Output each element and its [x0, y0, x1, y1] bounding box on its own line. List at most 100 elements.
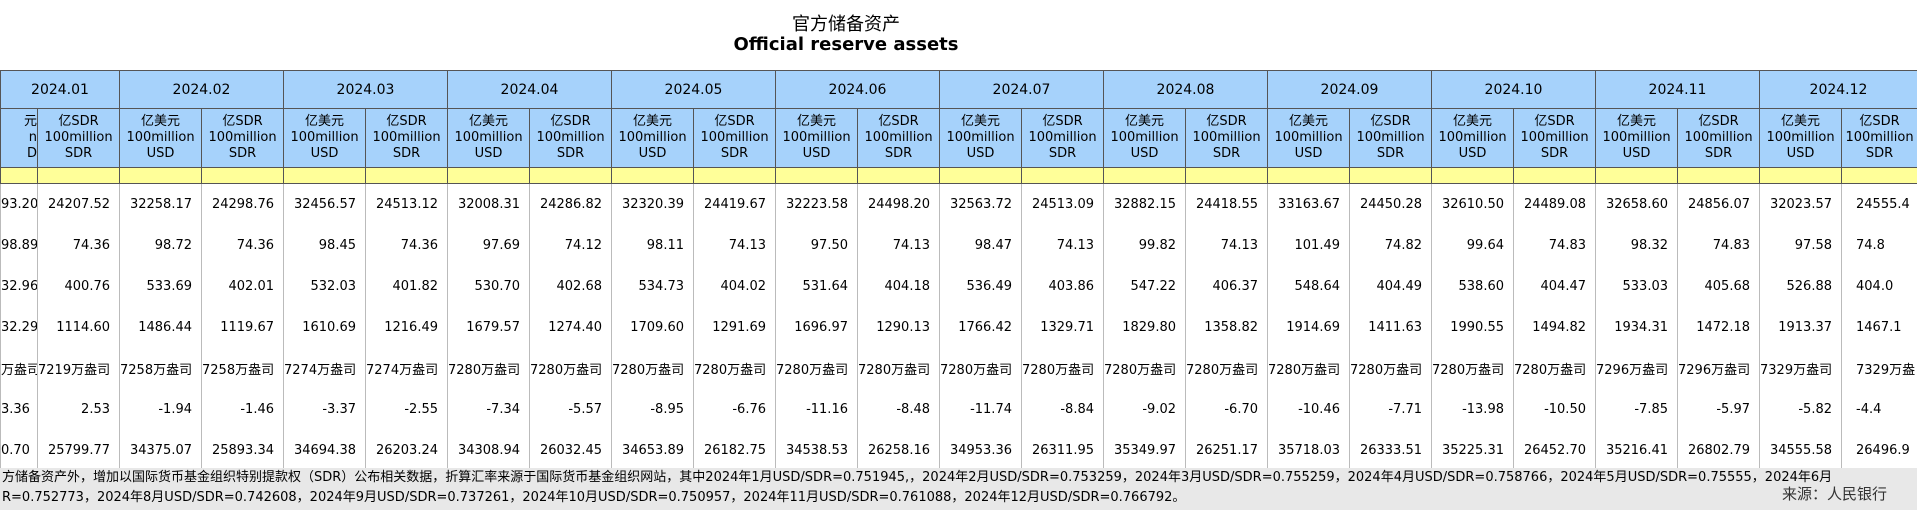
- data-cell: 74.36: [201, 225, 284, 266]
- data-row: 98.89 74.36 98.72 74.36 98.45 74.36 97.69 74.12…: [0, 225, 1917, 266]
- data-cell: 7329万盎司: [1759, 348, 1842, 389]
- data-cell: -5.97: [1677, 389, 1760, 430]
- data-cell: 7280万盎司: [939, 348, 1022, 389]
- unit-line: 100million: [700, 130, 769, 145]
- data-cell: 26251.17: [1185, 430, 1268, 471]
- note-line: R=0.752773，2024年8月USD/SDR=0.742608，2024年…: [2, 490, 1186, 505]
- unit-line: 100million: [454, 130, 523, 145]
- data-cell: 405.68: [1677, 266, 1760, 307]
- unit-line: 100million: [1028, 130, 1097, 145]
- spacer-cell: [447, 167, 530, 184]
- unit-line: SDR: [720, 146, 749, 161]
- data-cell: 1329.71: [1021, 307, 1104, 348]
- unit-line: 亿美元: [140, 114, 180, 129]
- unit-line: USD: [802, 146, 831, 161]
- data-cell: 33163.67: [1267, 183, 1350, 225]
- unit-line: 100million: [208, 130, 277, 145]
- unit-line: 亿SDR: [1042, 114, 1083, 129]
- data-cell: 34694.38: [283, 430, 366, 471]
- unit-line: 亿SDR: [1859, 114, 1900, 129]
- data-cell: 35718.03: [1267, 430, 1350, 471]
- spacer-cell: [857, 167, 940, 184]
- data-cell: 74.13: [1185, 225, 1268, 266]
- unit-line: 亿美元: [1124, 114, 1164, 129]
- data-cell: 7280万盎司: [1349, 348, 1432, 389]
- data-cell: 24419.67: [693, 183, 776, 225]
- data-cell: 74.13: [693, 225, 776, 266]
- data-cell: 1472.18: [1677, 307, 1760, 348]
- data-cell: 24856.07: [1677, 183, 1760, 225]
- data-cell: 533.69: [119, 266, 202, 307]
- unit-line: SDR: [1865, 146, 1894, 161]
- spacer-cell: [1677, 167, 1760, 184]
- data-cell: 98.11: [611, 225, 694, 266]
- data-cell: 7280万盎司: [611, 348, 694, 389]
- unit-line: 亿SDR: [58, 114, 99, 129]
- data-cell: 1486.44: [119, 307, 202, 348]
- data-cell: 7280万盎司: [857, 348, 940, 389]
- data-cell: 532.03: [283, 266, 366, 307]
- unit-header: 亿SDR 100million SDR: [1021, 108, 1104, 168]
- unit-line: USD: [966, 146, 995, 161]
- notes: 方储备资产外，增加以国际货币基金组织特别提款权（SDR）公布相关数据，折算汇率来…: [0, 468, 1917, 510]
- data-cell: 24489.08: [1513, 183, 1596, 225]
- unit-line: 亿美元: [796, 114, 836, 129]
- unit-line: 亿SDR: [1206, 114, 1247, 129]
- unit-line: SDR: [884, 146, 913, 161]
- data-cell: 24555.4: [1841, 183, 1917, 225]
- data-cell: 26258.16: [857, 430, 940, 471]
- data-cell: 400.76: [37, 266, 120, 307]
- source: 来源：人民银行: [1781, 484, 1887, 504]
- unit-header: 亿美元 100million USD: [447, 108, 530, 168]
- data-cell: -7.71: [1349, 389, 1432, 430]
- month-header: 2024.12: [1759, 70, 1917, 109]
- data-cell: -6.70: [1185, 389, 1268, 430]
- data-cell: 32610.50: [1431, 183, 1514, 225]
- data-cell: 35216.41: [1595, 430, 1678, 471]
- data-cell: 34653.89: [611, 430, 694, 471]
- unit-header: 亿SDR 100million SDR: [529, 108, 612, 168]
- unit-line: 100million: [1110, 130, 1179, 145]
- unit-line: SDR: [392, 146, 421, 161]
- unit-line: USD: [638, 146, 667, 161]
- unit-line: 亿SDR: [386, 114, 427, 129]
- spacer-cell: [119, 167, 202, 184]
- unit-header: 亿美元 100million USD: [939, 108, 1022, 168]
- unit-line: 100million: [44, 130, 113, 145]
- data-cell: 26333.51: [1349, 430, 1432, 471]
- data-cell: -6.76: [693, 389, 776, 430]
- spacer-cell: [201, 167, 284, 184]
- data-cell: 97.58: [1759, 225, 1842, 266]
- data-cell: 7280万盎司: [529, 348, 612, 389]
- data-cell: -4.4: [1841, 389, 1917, 430]
- unit-line: 亿SDR: [550, 114, 591, 129]
- data-cell: 32320.39: [611, 183, 694, 225]
- unit-header: 亿美元 100million USD: [775, 108, 858, 168]
- data-cell: 1291.69: [693, 307, 776, 348]
- month-header: 2024.06: [775, 70, 940, 109]
- data-cell: 548.64: [1267, 266, 1350, 307]
- data-cell: 1766.42: [939, 307, 1022, 348]
- data-cell: 404.0: [1841, 266, 1917, 307]
- unit-header: 亿美元 100million USD: [611, 108, 694, 168]
- unit-line: USD: [1294, 146, 1323, 161]
- data-row: 93.20 24207.52 32258.17 24298.76 32456.57 245…: [0, 183, 1917, 225]
- data-cell: -8.84: [1021, 389, 1104, 430]
- unit-line: USD: [146, 146, 175, 161]
- spacer-cell: [1021, 167, 1104, 184]
- unit-line: 100million: [536, 130, 605, 145]
- data-cell: 7280万盎司: [1267, 348, 1350, 389]
- data-cell: 26311.95: [1021, 430, 1104, 471]
- month-header: 2024.01: [0, 70, 120, 109]
- data-cell: 547.22: [1103, 266, 1186, 307]
- unit-line: 100million: [864, 130, 933, 145]
- data-cell: 7274万盎司: [365, 348, 448, 389]
- data-cell: 2.53: [37, 389, 120, 430]
- data-cell: 万盎司: [0, 348, 38, 389]
- data-cell: -8.95: [611, 389, 694, 430]
- data-cell: 99.82: [1103, 225, 1186, 266]
- data-cell: -11.74: [939, 389, 1022, 430]
- data-cell: 24418.55: [1185, 183, 1268, 225]
- spacer-cell: [365, 167, 448, 184]
